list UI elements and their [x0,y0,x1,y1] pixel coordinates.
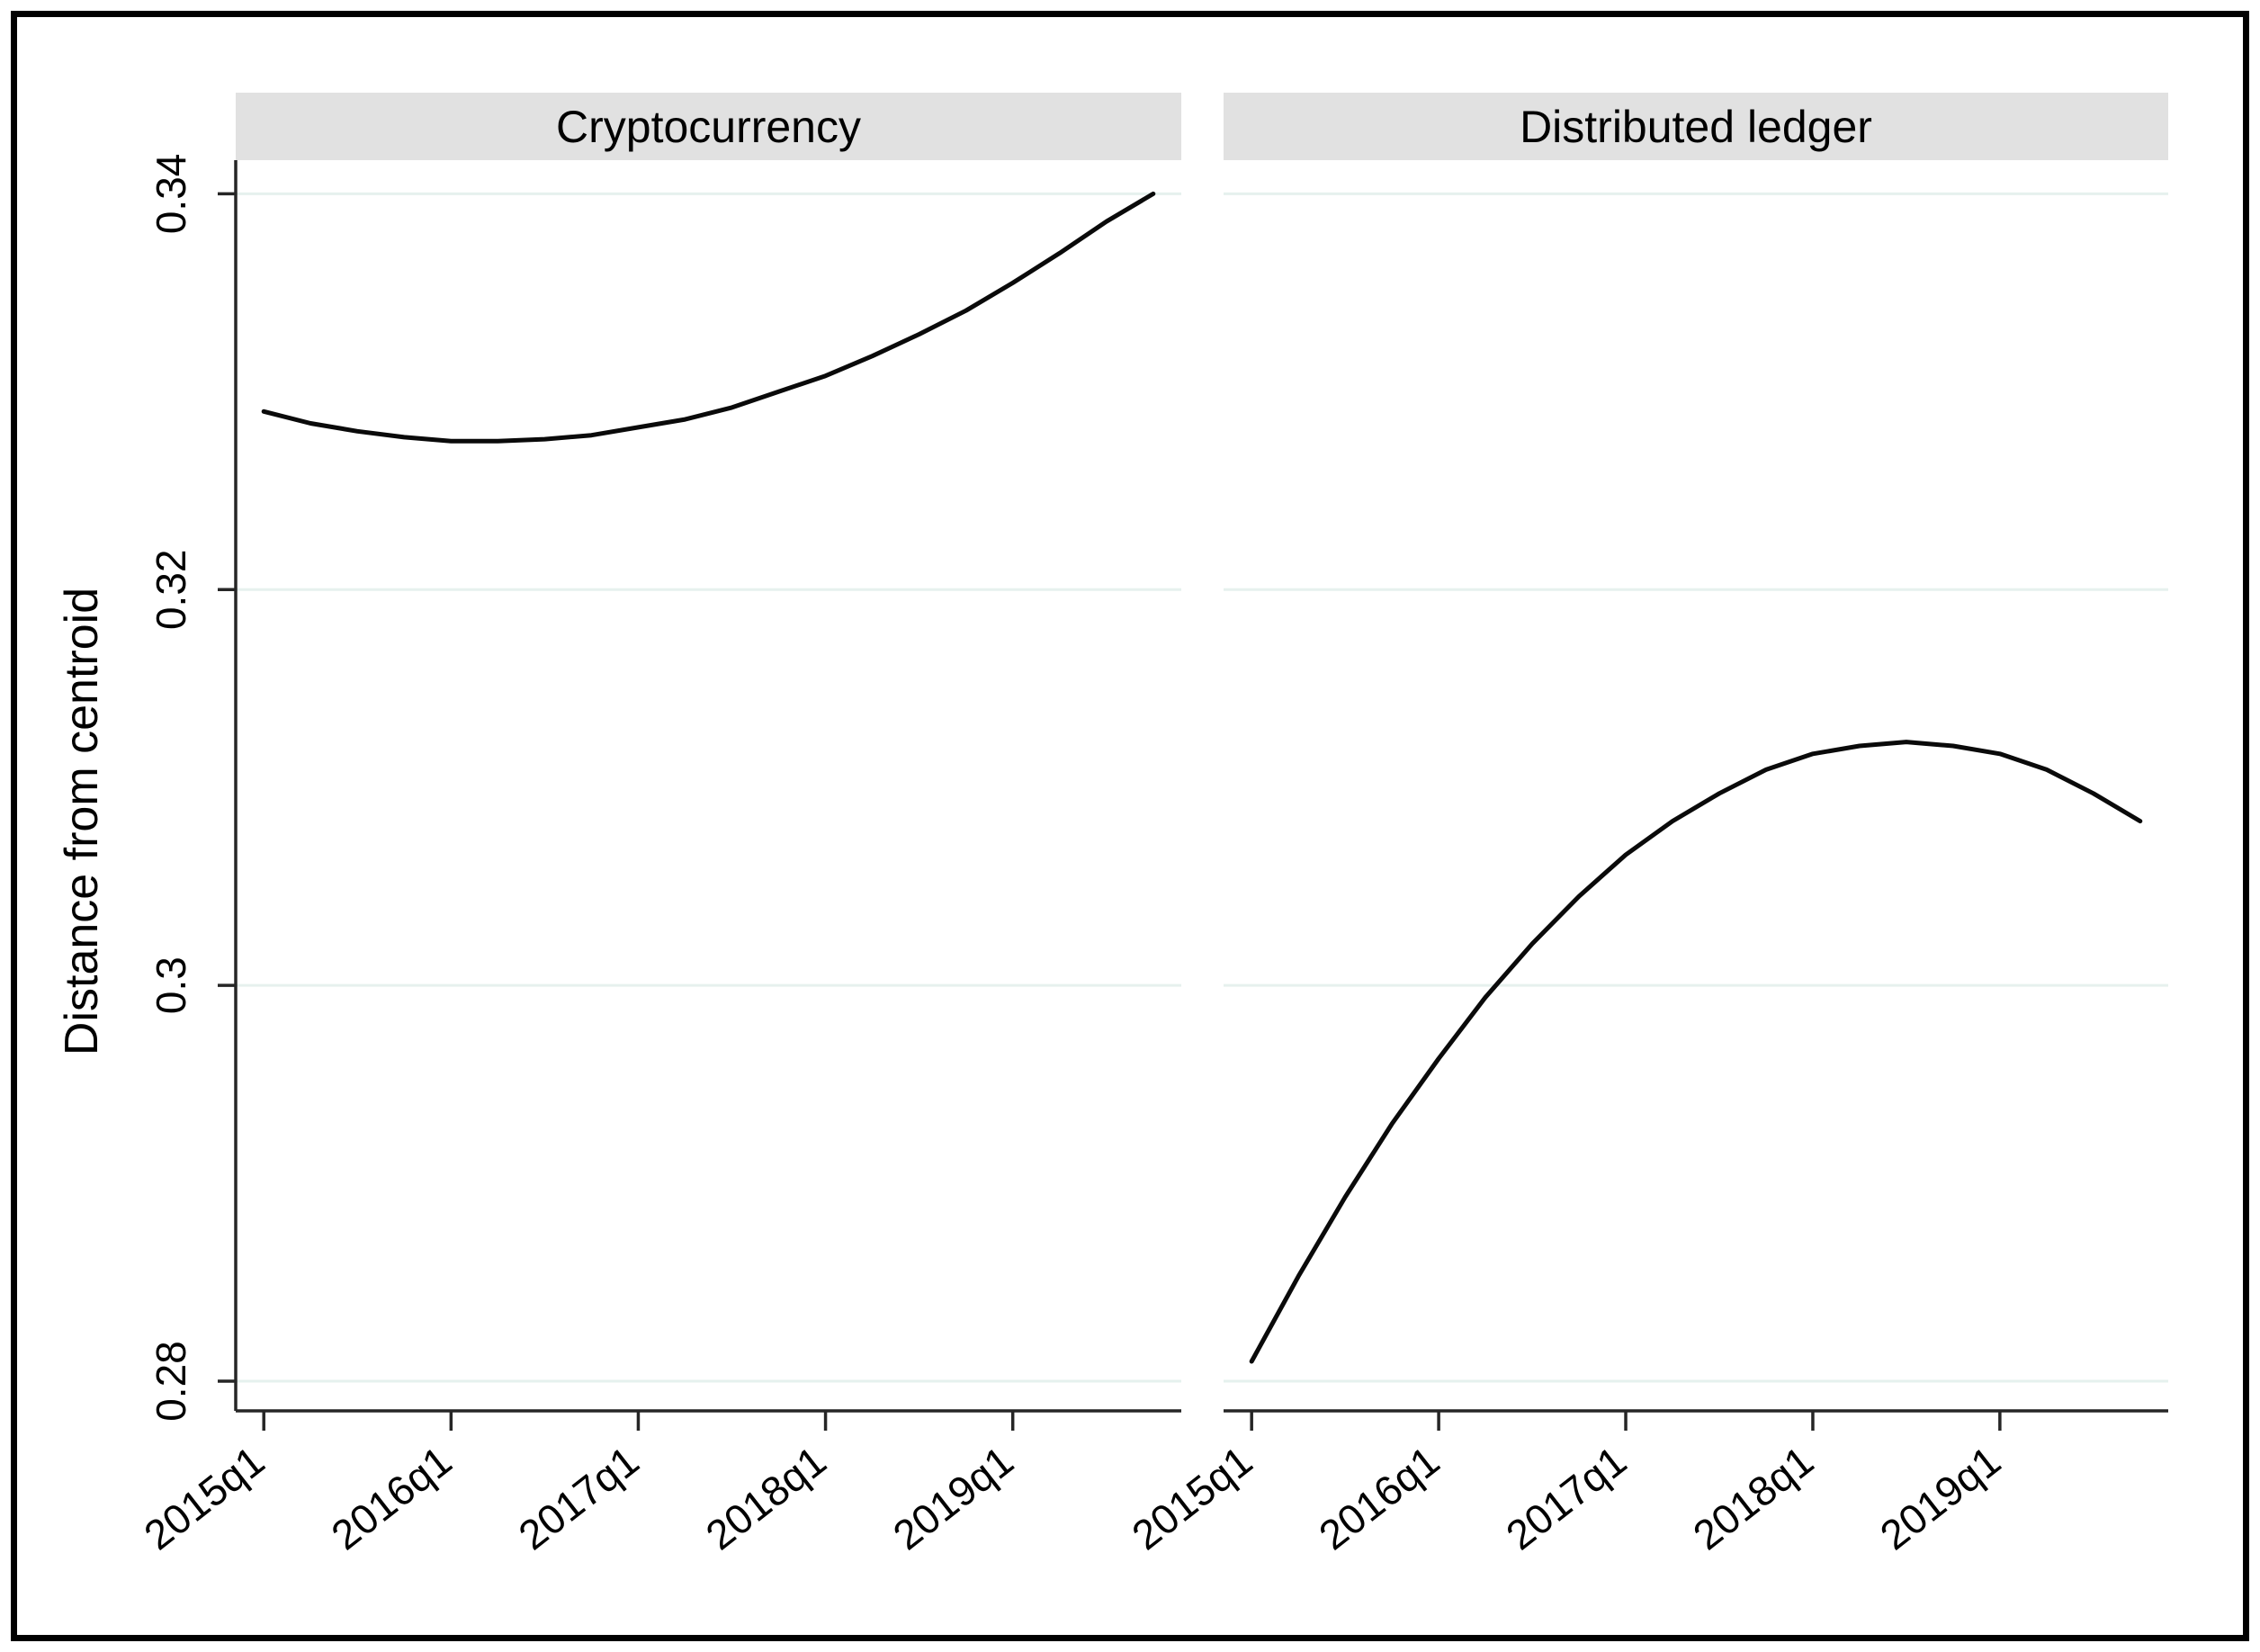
x-tick-label-2018q1: 2018q1 [697,1437,835,1558]
panels-group: Cryptocurrency 2015q1 2016q1 2017q1 2018q1 20… [135,93,2168,1558]
y-tick-label-0.3: 0.3 [148,956,194,1014]
panel-title: Cryptocurrency [556,102,861,152]
panel-distributed-ledger: Distributed ledger 2015q1 2016q1 2017q1 2018… [1123,93,2168,1558]
series-line-distributed-ledger [1249,740,2143,1364]
y-tick-label-0.34: 0.34 [148,154,194,235]
x-tick-label-2015q1: 2015q1 [1123,1437,1260,1558]
panel-title: Distributed ledger [1520,102,1872,152]
panel-header-strip [236,93,1181,160]
x-tick-label-2019q1: 2019q1 [1871,1437,2009,1558]
x-tick-label-2016q1: 2016q1 [1310,1437,1448,1558]
x-tick-label-2015q1: 2015q1 [135,1437,273,1558]
panel-cryptocurrency: Cryptocurrency 2015q1 2016q1 2017q1 2018q1 20… [135,93,1181,1558]
x-tick-label-2016q1: 2016q1 [323,1437,461,1558]
series-line-cryptocurrency [261,191,1156,444]
x-tick-label-2017q1: 2017q1 [510,1437,648,1558]
x-tick-label-2017q1: 2017q1 [1497,1437,1635,1558]
x-tick-label-2019q1: 2019q1 [884,1437,1022,1558]
y-axis-title: Distance from centroid [56,588,108,1055]
y-tick-label-0.28: 0.28 [148,1341,194,1422]
x-tick-label-2018q1: 2018q1 [1684,1437,1822,1558]
panel-header-strip [1224,93,2168,160]
y-tick-label-0.32: 0.32 [148,549,194,630]
